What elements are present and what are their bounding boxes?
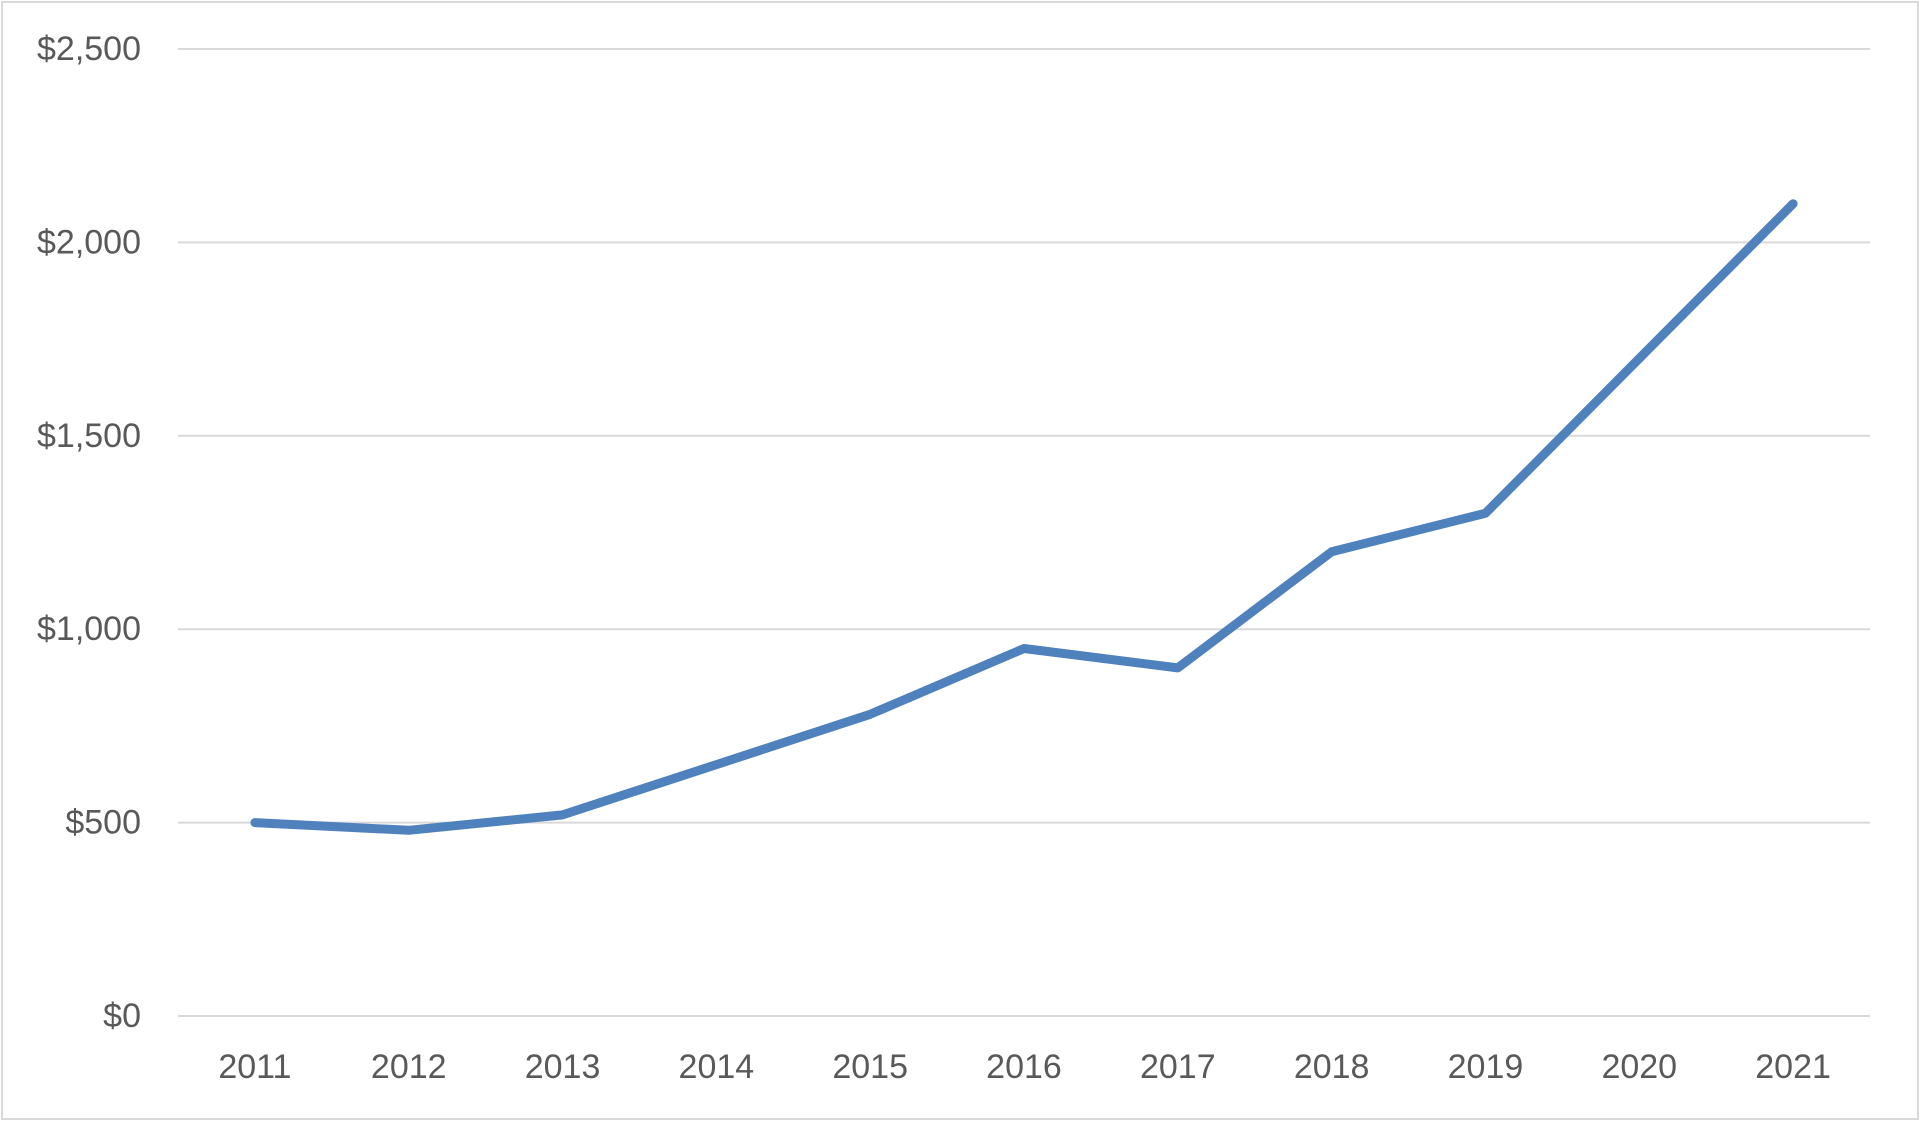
y-axis-tick-labels: $0 $500 $1,000 $1,500 $2,000 $2,500 — [37, 30, 141, 1035]
x-tick-label: 2020 — [1601, 1048, 1677, 1086]
x-tick-label: 2019 — [1448, 1048, 1524, 1086]
x-tick-label: 2015 — [832, 1048, 908, 1086]
y-tick-label: $0 — [103, 997, 141, 1035]
series-layer — [250, 199, 1798, 835]
gridlines — [178, 48, 1870, 1017]
y-tick-label: $2,000 — [37, 223, 141, 261]
x-tick-label: 2016 — [986, 1048, 1062, 1086]
y-tick-label: $1,000 — [37, 610, 141, 648]
x-tick-label: 2017 — [1140, 1048, 1216, 1086]
x-tick-label: 2011 — [218, 1048, 291, 1086]
x-tick-label: 2012 — [371, 1048, 447, 1086]
x-axis-tick-labels: 2011 2012 2013 2014 2015 2016 2017 2018 2019 2020… — [218, 1048, 1831, 1086]
series-line-0 — [250, 199, 1798, 835]
x-tick-label: 2013 — [525, 1048, 601, 1086]
y-tick-label: $2,500 — [37, 30, 141, 68]
x-tick-label: 2018 — [1294, 1048, 1370, 1086]
y-tick-label: $500 — [65, 804, 141, 842]
x-tick-label: 2021 — [1755, 1048, 1831, 1086]
x-tick-label: 2014 — [679, 1048, 755, 1086]
y-tick-label: $1,500 — [37, 417, 141, 455]
